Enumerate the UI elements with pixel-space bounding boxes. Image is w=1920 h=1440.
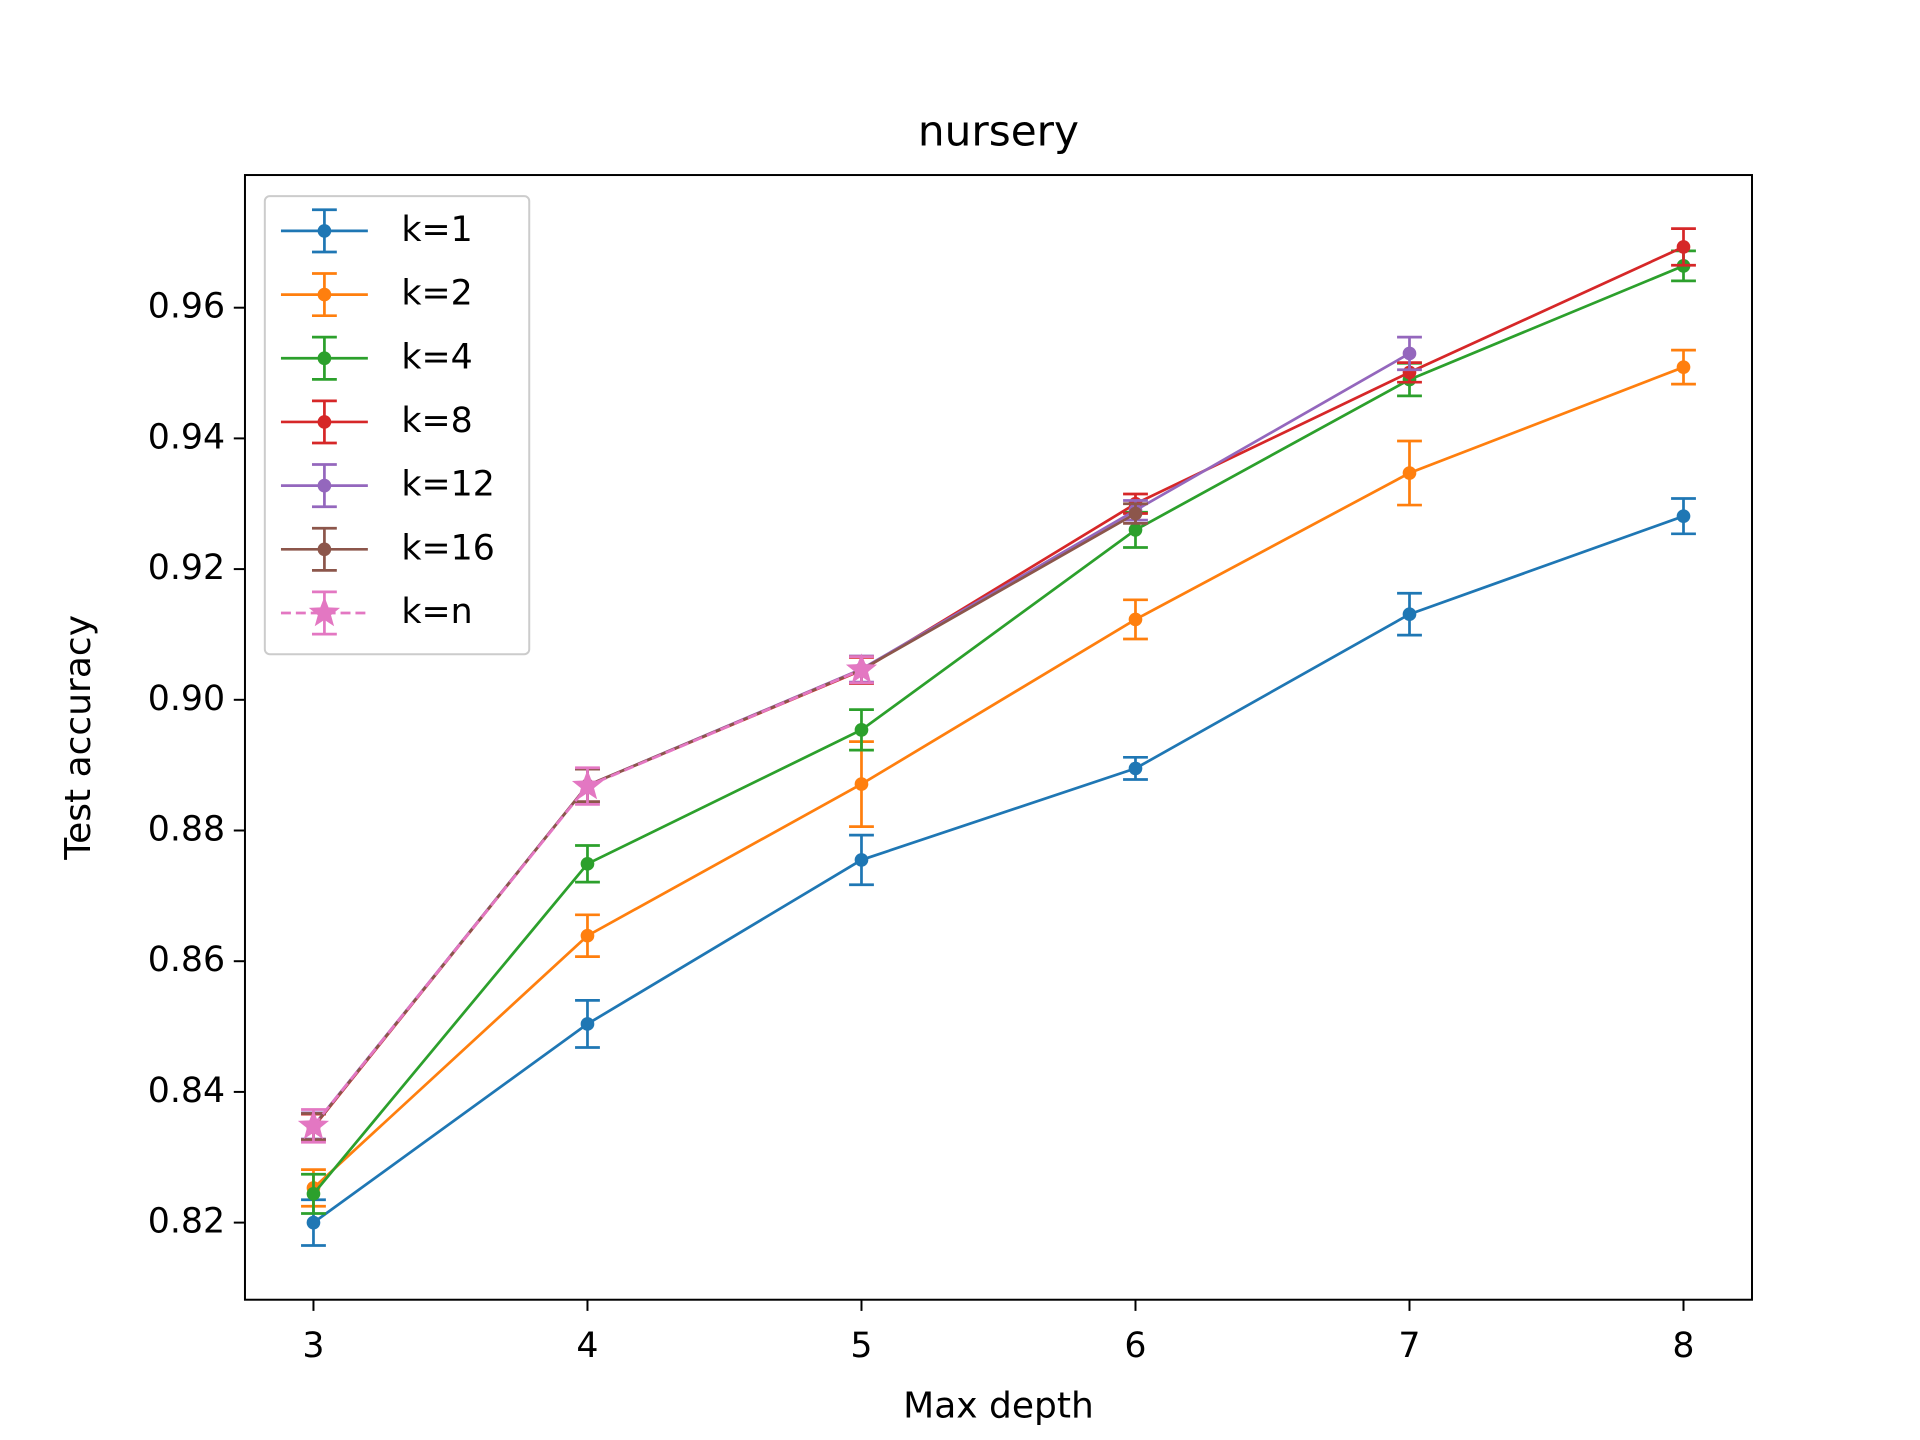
y-tick-label: 0.92 <box>148 548 225 588</box>
marker <box>571 769 604 800</box>
marker <box>580 1017 595 1031</box>
x-tick-label: 7 <box>1398 1326 1420 1366</box>
marker <box>306 1215 321 1230</box>
chart-title: nursery <box>918 107 1079 156</box>
x-tick-label: 8 <box>1672 1326 1694 1366</box>
marker <box>297 1109 330 1140</box>
marker <box>1128 523 1143 537</box>
marker <box>580 857 595 871</box>
x-tick-label: 5 <box>850 1326 872 1366</box>
legend-marker <box>317 351 332 366</box>
marker <box>1402 346 1417 361</box>
y-tick-label: 0.88 <box>148 810 225 850</box>
marker <box>1676 240 1691 254</box>
marker <box>1128 612 1143 627</box>
y-tick-label: 0.84 <box>148 1071 225 1111</box>
legend-label: k=1 <box>401 210 472 250</box>
marker <box>1128 506 1143 521</box>
series-line <box>312 514 1684 1224</box>
x-tick-label: 6 <box>1124 1326 1146 1366</box>
y-tick-label: 0.90 <box>148 679 225 719</box>
x-tick-label: 3 <box>302 1326 324 1366</box>
legend-label: k=12 <box>401 465 494 505</box>
y-tick-label: 0.82 <box>148 1202 225 1242</box>
marker <box>306 1187 321 1201</box>
legend-label: k=n <box>401 592 472 632</box>
legend-marker <box>308 596 341 627</box>
marker <box>1128 761 1143 776</box>
legend-marker <box>317 542 332 557</box>
marker <box>1402 466 1417 480</box>
y-tick-label: 0.86 <box>148 940 225 980</box>
marker <box>845 653 878 684</box>
x-axis-label: Max depth <box>903 1386 1094 1427</box>
y-tick-label: 0.94 <box>148 417 225 457</box>
marker <box>1676 360 1691 374</box>
series-line <box>312 264 1685 1195</box>
plot-frame <box>243 174 1753 1301</box>
legend-marker <box>317 224 332 238</box>
legend-label: k=4 <box>401 337 472 377</box>
legend-marker <box>317 287 332 302</box>
marker <box>580 928 595 943</box>
series-line <box>312 365 1684 1189</box>
marker <box>854 777 869 791</box>
marker <box>1402 607 1417 622</box>
legend-marker <box>317 415 332 429</box>
y-tick-label: 0.96 <box>148 287 225 327</box>
marker <box>854 853 869 867</box>
legend-box <box>263 195 531 656</box>
legend-label: k=8 <box>401 401 472 441</box>
legend-marker <box>317 478 332 493</box>
y-axis-label: Test accuracy <box>58 615 99 861</box>
marker <box>854 723 869 737</box>
x-tick-label: 4 <box>576 1326 598 1366</box>
legend-label: k=2 <box>401 274 472 314</box>
marker <box>1676 509 1691 523</box>
legend-label: k=16 <box>401 528 494 568</box>
